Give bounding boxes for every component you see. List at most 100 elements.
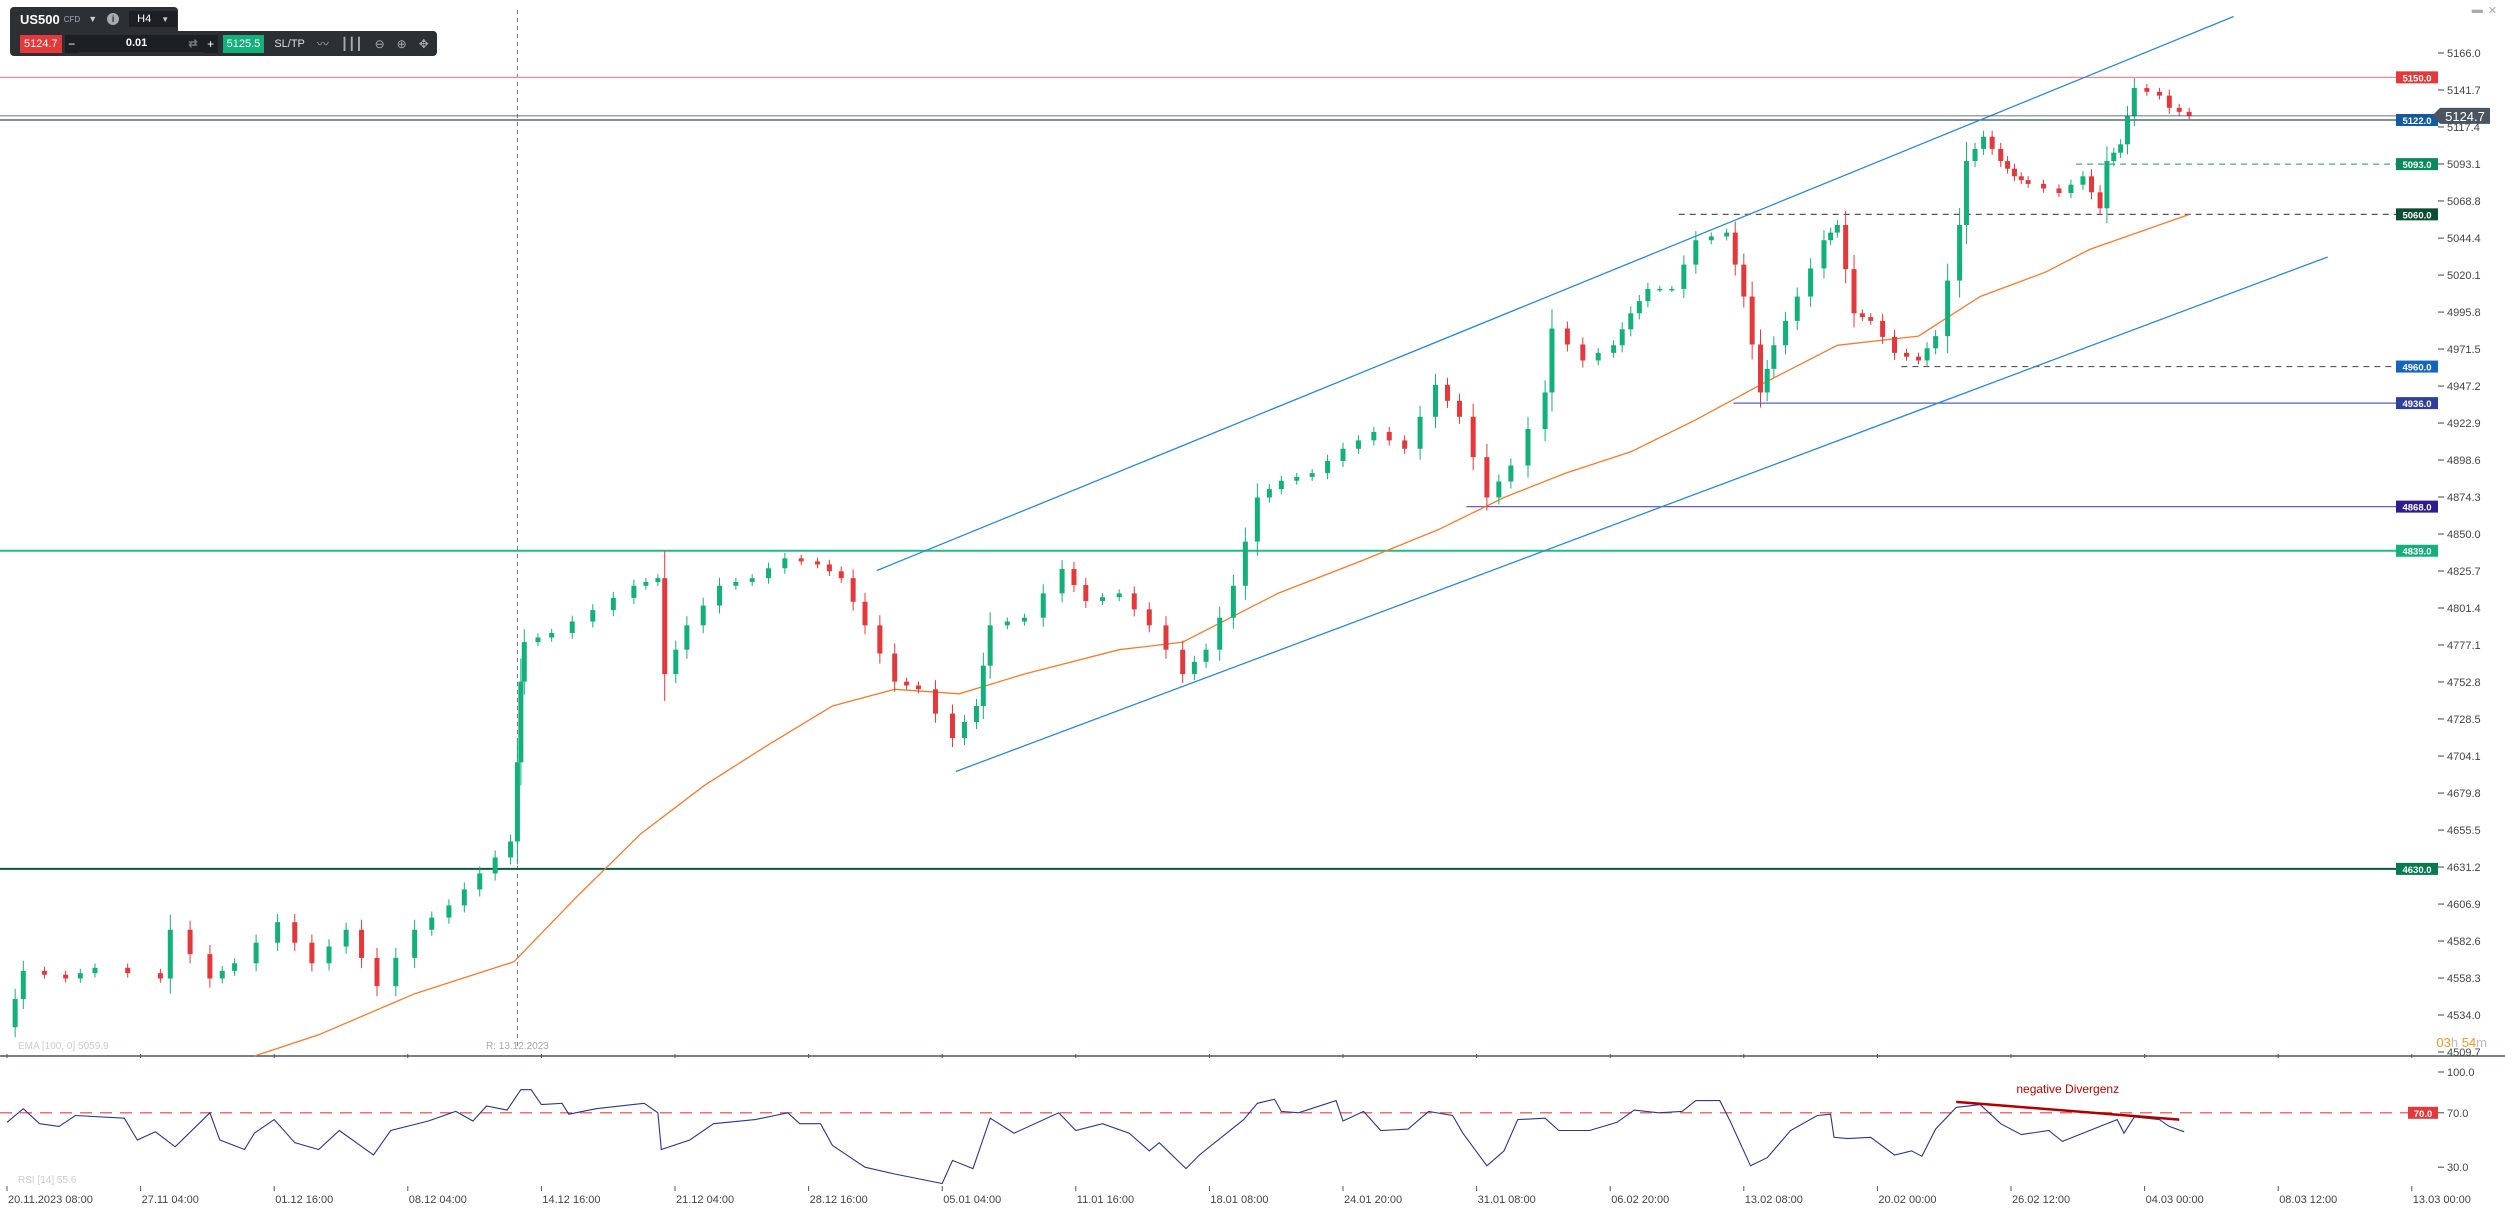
zoom-out-icon[interactable]: ⊖ <box>374 36 385 51</box>
candle-body <box>359 929 365 958</box>
price-axis-label: 4704.1 <box>2447 751 2481 763</box>
zoom-in-icon[interactable]: ⊕ <box>396 36 407 51</box>
candle-body <box>2068 184 2074 194</box>
price-axis-label: 4922.9 <box>2447 418 2481 430</box>
current-price-label: 5124.7 <box>2445 109 2485 124</box>
time-axis-label: 13.02 08:00 <box>1745 1194 1803 1206</box>
info-icon[interactable]: i <box>107 13 120 25</box>
price-axis-label: 4947.2 <box>2447 381 2481 393</box>
price-axis-label: 4874.3 <box>2447 492 2481 504</box>
candle-body <box>1771 345 1777 369</box>
candle-body <box>973 706 979 722</box>
time-axis-label: 28.12 16:00 <box>810 1194 868 1206</box>
candle-body <box>187 929 193 955</box>
candle-body <box>892 653 898 682</box>
candle-body <box>343 929 349 947</box>
swap-icon[interactable]: ⇄ <box>188 38 198 50</box>
candle-body <box>1083 584 1089 601</box>
rsi-axis-label: 70.0 <box>2447 1108 2468 1120</box>
buy-button[interactable]: 5125.5 <box>222 34 265 53</box>
candle-body <box>1851 269 1857 314</box>
candle-body <box>1100 597 1106 601</box>
line-chart-icon[interactable]: 〰 <box>316 37 329 51</box>
candle-body <box>1444 384 1450 401</box>
candle-body <box>2118 144 2124 153</box>
candle-body <box>1402 440 1408 449</box>
sltp-button[interactable]: SL/TP <box>274 37 305 50</box>
candle-body <box>1758 344 1763 393</box>
level-tag <box>2396 360 2438 373</box>
time-axis-label: 21.12 04:00 <box>676 1194 734 1206</box>
candle-body <box>1880 320 1886 337</box>
candle-body <box>1309 473 1315 477</box>
candle-body <box>1294 476 1300 481</box>
move-icon[interactable]: ✥ <box>418 36 429 51</box>
price-axis-label: 4655.5 <box>2447 825 2481 837</box>
time-axis-label: 06.02 20:00 <box>1611 1194 1669 1206</box>
sell-button[interactable]: 5124.7 <box>20 34 62 53</box>
candle-body <box>1783 320 1789 346</box>
candle-body <box>655 578 661 582</box>
candle-body <box>700 605 706 626</box>
time-axis-label: 01.12 16:00 <box>275 1194 333 1206</box>
candle-body <box>1254 497 1260 542</box>
candle-body <box>826 564 832 572</box>
candle-body <box>1432 384 1438 417</box>
candle-body <box>1945 280 1951 337</box>
countdown-hours: 03 <box>2436 1035 2451 1050</box>
time-axis-label: 24.01 20:00 <box>1344 1194 1402 1206</box>
candle-body <box>2097 192 2103 209</box>
timeframe-selector[interactable]: H4 ▼ <box>129 11 178 27</box>
candle-body <box>1525 428 1531 466</box>
candle-body <box>1217 617 1223 650</box>
current-price-tag <box>2432 107 2490 124</box>
increase-quantity-button[interactable]: + <box>203 34 218 53</box>
candle-body <box>798 558 804 562</box>
candle-body <box>2018 176 2024 181</box>
price-axis-label: 5117.4 <box>2447 122 2480 134</box>
candle-body <box>915 685 921 690</box>
candle-body <box>1892 336 1898 353</box>
candle-body <box>1163 625 1169 650</box>
trend-channel-line <box>955 256 2328 773</box>
level-tag-label: 4936.0 <box>2402 399 2431 410</box>
ema-legend: EMA [100, 0] 5059.9 <box>18 1041 109 1052</box>
candle-body <box>2186 111 2192 116</box>
level-tag <box>2396 862 2438 875</box>
candle-body <box>2156 91 2162 96</box>
candle-body <box>1693 240 1699 265</box>
candle-body <box>1645 288 1651 302</box>
price-axis-label: 5068.8 <box>2447 196 2481 208</box>
window-controls: ▬ ✕ <box>2472 4 2497 17</box>
candle-body <box>1669 288 1675 291</box>
candles <box>12 77 2192 1038</box>
candle-body <box>1821 240 1827 269</box>
candle-body <box>1564 328 1570 345</box>
candle-body <box>1681 264 1687 289</box>
rsi-level-label: 70.0 <box>2414 1109 2433 1120</box>
trend-channel-line <box>876 15 2234 572</box>
decrease-quantity-button[interactable]: − <box>64 34 79 53</box>
chevron-down-icon[interactable]: ▼ <box>88 14 98 24</box>
rsi-axis-label: 100.0 <box>2447 1067 2475 1079</box>
candle-body <box>1828 232 1834 241</box>
candle-body <box>1116 593 1122 598</box>
candle-body <box>1040 593 1046 618</box>
close-icon[interactable]: ✕ <box>2487 5 2497 17</box>
symbol-selector[interactable]: US500 <box>20 11 60 27</box>
time-axis-label: 31.01 08:00 <box>1478 1194 1536 1206</box>
minimize-icon[interactable]: ▬ <box>2471 4 2483 16</box>
level-tag-label: 4868.0 <box>2402 503 2431 514</box>
candle-body <box>749 578 755 582</box>
candle-body <box>309 942 315 964</box>
candle-body <box>2056 188 2062 194</box>
candle-body <box>275 922 281 943</box>
candles-icon[interactable]: ┃┃┃ <box>340 36 363 51</box>
rsi-legend: RSI [14] 55.6 <box>18 1175 77 1186</box>
candle-body <box>1456 400 1462 417</box>
quantity-input[interactable]: 0.01 ⇄ <box>78 35 204 52</box>
time-axis-label: 04.03 00:00 <box>2146 1194 2204 1206</box>
candle-body <box>2089 176 2095 193</box>
price-axis-label: 4777.1 <box>2447 640 2481 652</box>
